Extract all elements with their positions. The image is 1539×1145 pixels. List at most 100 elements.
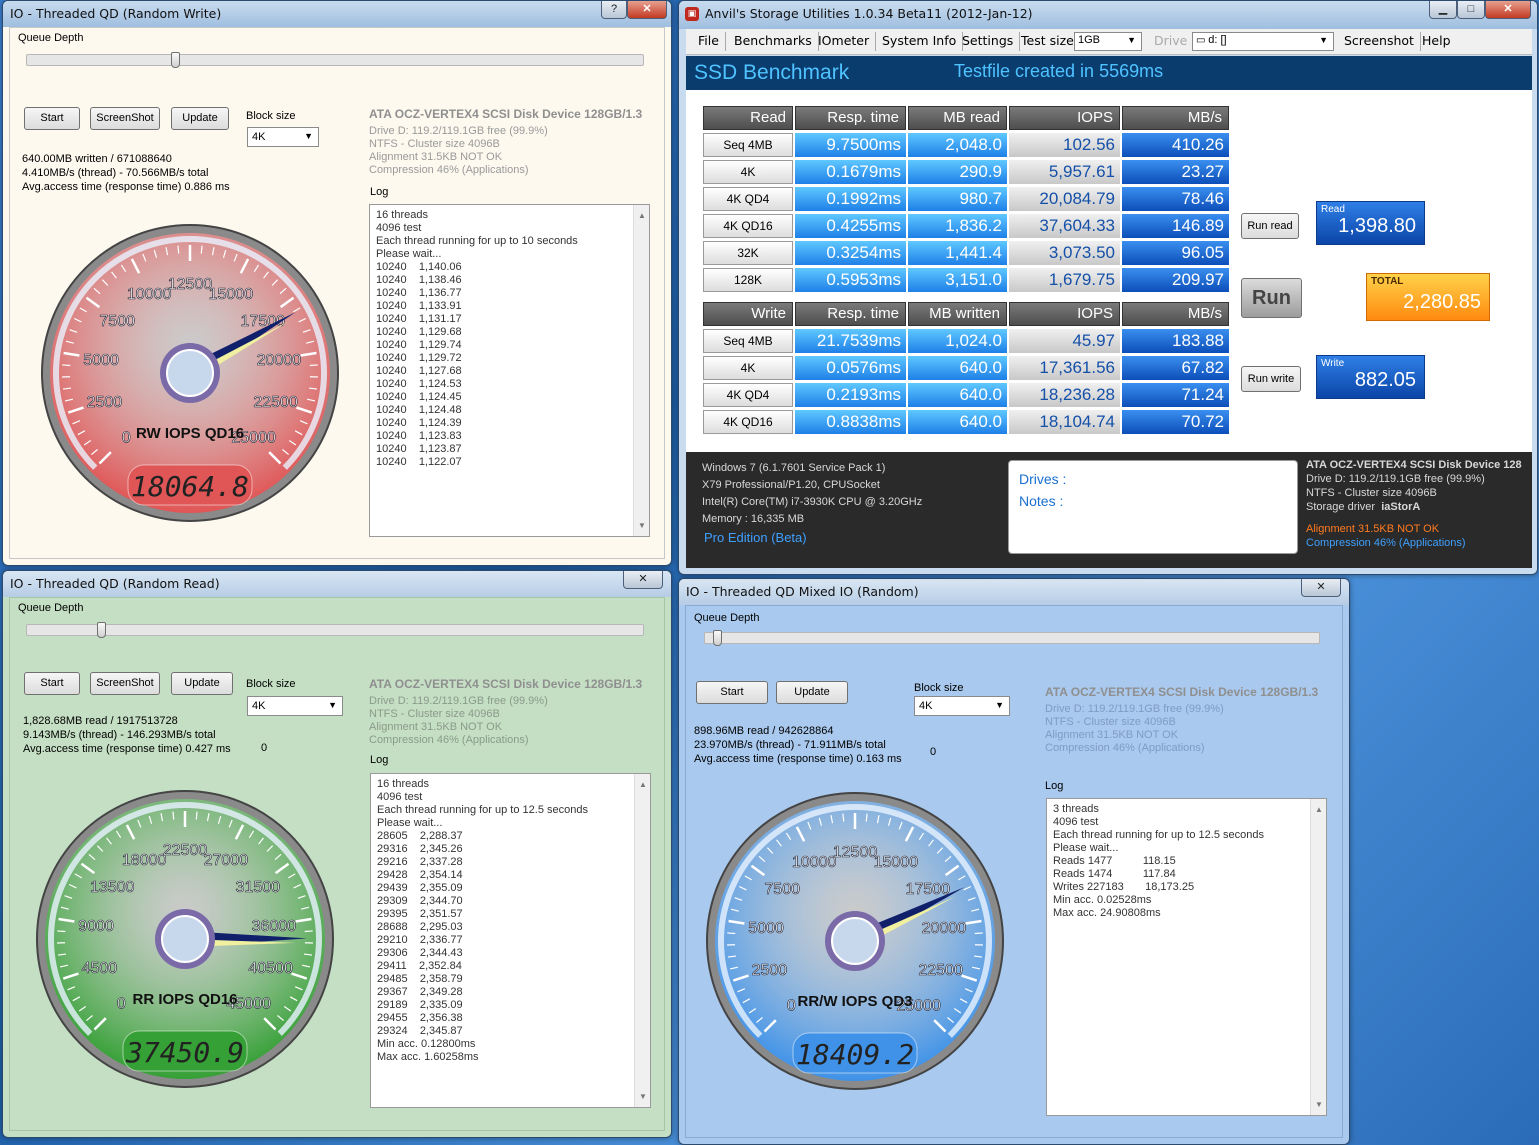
gauge-tick [57,953,67,956]
drive-select[interactable]: ▭ d: [] ▼ [1192,32,1334,51]
start-button[interactable]: Start [24,107,80,130]
start-button[interactable]: Start [24,672,80,695]
run-write-button[interactable]: Run write [1241,366,1301,392]
test-size-label: Test size [1021,33,1074,48]
device-info: ATA OCZ-VERTEX4 SCSI Disk Device 128GB/1… [1045,686,1318,755]
close-button[interactable]: ✕ [1485,1,1531,19]
gauge-tick [732,974,749,982]
gauge-arc [48,802,322,1036]
block-size-select[interactable]: 4K ▼ [247,696,343,716]
log-scrollbar[interactable]: ▲ ▼ [634,774,650,1107]
screenshot-button[interactable]: ScreenShot [90,107,160,130]
gauge-tick-label: 7500 [99,313,135,330]
gauge-tick [234,824,245,840]
read-cell: 102.56 [1009,133,1120,157]
gauge-tick [106,837,112,845]
log-scrollbar[interactable]: ▲ ▼ [633,205,649,536]
stats-text: 640.00MB written / 671088640 4.410MB/s (… [22,152,230,194]
gauge-tick [111,271,117,279]
gauge-tick [67,406,84,414]
slider-thumb[interactable] [171,52,180,68]
device-line: NTFS - Cluster size 4096B [1045,716,1176,728]
start-button[interactable]: Start [696,681,768,704]
screenshot-button[interactable]: ScreenShot [90,672,160,695]
queue-depth-slider[interactable] [26,622,644,638]
gauge-tick-label: 5000 [83,352,119,369]
log-textbox[interactable]: 16 threads 4096 test Each thread running… [370,773,651,1108]
run-button[interactable]: Run [1241,278,1302,318]
read-cell: 0.4255ms [795,214,906,238]
block-size-select[interactable]: 4K ▼ [247,127,319,147]
device-line: Alignment 31.5KB NOT OK [1045,729,1179,741]
notes-box[interactable]: Drives : Notes : [1008,460,1298,554]
menu-system-info[interactable]: System Info [876,32,964,51]
gauge-tick [282,449,290,456]
menu-iometer[interactable]: IOmeter [812,32,877,51]
menu-file[interactable]: File [692,32,726,51]
menu-benchmarks[interactable]: Benchmarks [728,32,819,51]
drives-label: Drives : [1019,471,1067,487]
maximize-button[interactable]: □ [1457,1,1485,19]
gauge-tick [737,988,746,993]
gauge-readout: 18064.8 [131,470,249,503]
slider-thumb[interactable] [97,622,106,638]
gauge-tick [165,247,169,256]
gauge-tick [58,917,75,923]
gauge-tick-label: 27000 [204,852,249,869]
log-scrollbar[interactable]: ▲ ▼ [1310,799,1326,1115]
gauge-tick [299,420,308,425]
gauge-tick [64,398,74,402]
gauge-tick [93,287,101,295]
gauge-tick [72,996,81,1002]
device-line: Compression 46% (Applications) [369,734,529,746]
read-cell: 1,679.75 [1009,268,1120,292]
gauge-tick [738,885,747,891]
gauge-tick [195,811,198,820]
gauge-tick [963,885,972,891]
minimize-button[interactable]: ▁ [1429,1,1457,19]
write-header: Resp. time [795,302,906,326]
log-textbox[interactable]: 16 threads 4096 test Each thread running… [369,204,650,537]
read-cell: 3,151.0 [908,268,1007,292]
gauge-tick-label: 2500 [752,962,788,979]
gauge-tick [807,821,812,830]
gauge-tick-label: 22500 [918,962,963,979]
gauge-tick [785,832,792,841]
close-button[interactable]: ✕ [1301,579,1341,597]
menu-help[interactable]: Help [1422,33,1451,48]
gauge-tick-label: 12500 [833,844,878,861]
queue-depth-slider[interactable] [26,52,644,68]
read-row-label: 128K [703,268,793,292]
queue-depth-slider[interactable] [704,630,1320,646]
menu-screenshot[interactable]: Screenshot [1338,32,1421,51]
update-button[interactable]: Update [776,681,848,704]
sys-line: Intel(R) Core(TM) i7-3930K CPU @ 3.20GHz [702,496,923,508]
close-button[interactable]: ✕ [623,571,663,589]
run-read-button[interactable]: Run read [1241,213,1299,239]
update-button[interactable]: Update [171,672,233,695]
device-line: NTFS - Cluster size 4096B [1306,487,1437,499]
help-button[interactable]: ? [601,1,627,19]
read-header: Read [703,106,793,130]
gauge-tick-label: 20000 [257,352,302,369]
gauge-tick-label: 22500 [253,394,298,411]
gauge-tick [62,972,79,980]
gauge-tick [85,296,101,309]
log-textbox[interactable]: 3 threads 4096 test Each thread running … [1046,798,1327,1116]
gauge-tick [750,864,766,877]
gauge-tick [263,271,269,279]
read-row-label: 4K [703,160,793,184]
menu-settings[interactable]: Settings [956,32,1021,51]
gauge-tick [795,826,806,842]
block-size-select[interactable]: 4K ▼ [914,696,1010,716]
gauge-tick [78,1005,87,1012]
read-cell: 1,441.4 [908,241,1007,265]
test-size-select[interactable]: 1GB ▼ [1074,32,1142,51]
zero-readout: 0 [930,746,937,758]
update-button[interactable]: Update [171,107,229,130]
gauge-tick-label: 7500 [764,881,800,898]
slider-thumb[interactable] [713,630,722,646]
gauge-tick [763,1019,777,1033]
close-button[interactable]: ✕ [627,1,667,19]
gauge-tick [60,906,69,910]
